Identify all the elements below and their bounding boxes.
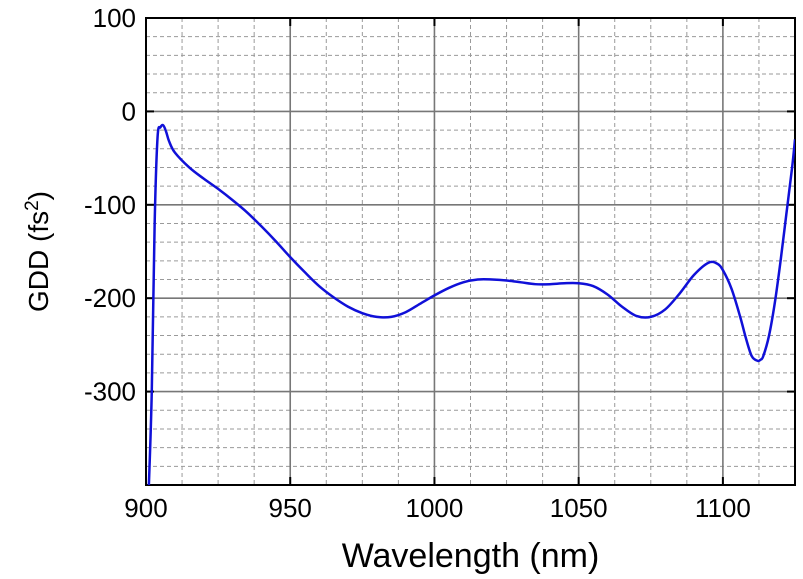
y-axis-title: GDD (fs2)	[22, 191, 54, 312]
grid	[146, 18, 796, 485]
x-tick-label: 1100	[695, 493, 751, 523]
y-axis-title-close: )	[23, 191, 54, 200]
y-tick-label: -200	[84, 283, 136, 313]
x-tick-label: 1000	[406, 493, 464, 523]
y-axis-title-superscript: 2	[22, 200, 43, 211]
gdd-series-line	[147, 123, 795, 485]
x-axis-title: Wavelength (nm)	[342, 537, 600, 575]
x-tick-label: 950	[269, 493, 312, 523]
y-tick-label: 0	[122, 96, 136, 126]
axis-ticks	[145, 17, 795, 485]
x-tick-label: 1050	[550, 493, 608, 523]
series-layer	[147, 123, 795, 485]
x-tick-label: 900	[124, 493, 167, 523]
y-tick-label: -100	[84, 190, 136, 220]
y-axis-title-text: GDD (fs	[23, 211, 54, 312]
y-tick-label: 100	[93, 3, 136, 33]
y-tick-label: -300	[84, 377, 136, 407]
plot-frame	[145, 17, 796, 486]
